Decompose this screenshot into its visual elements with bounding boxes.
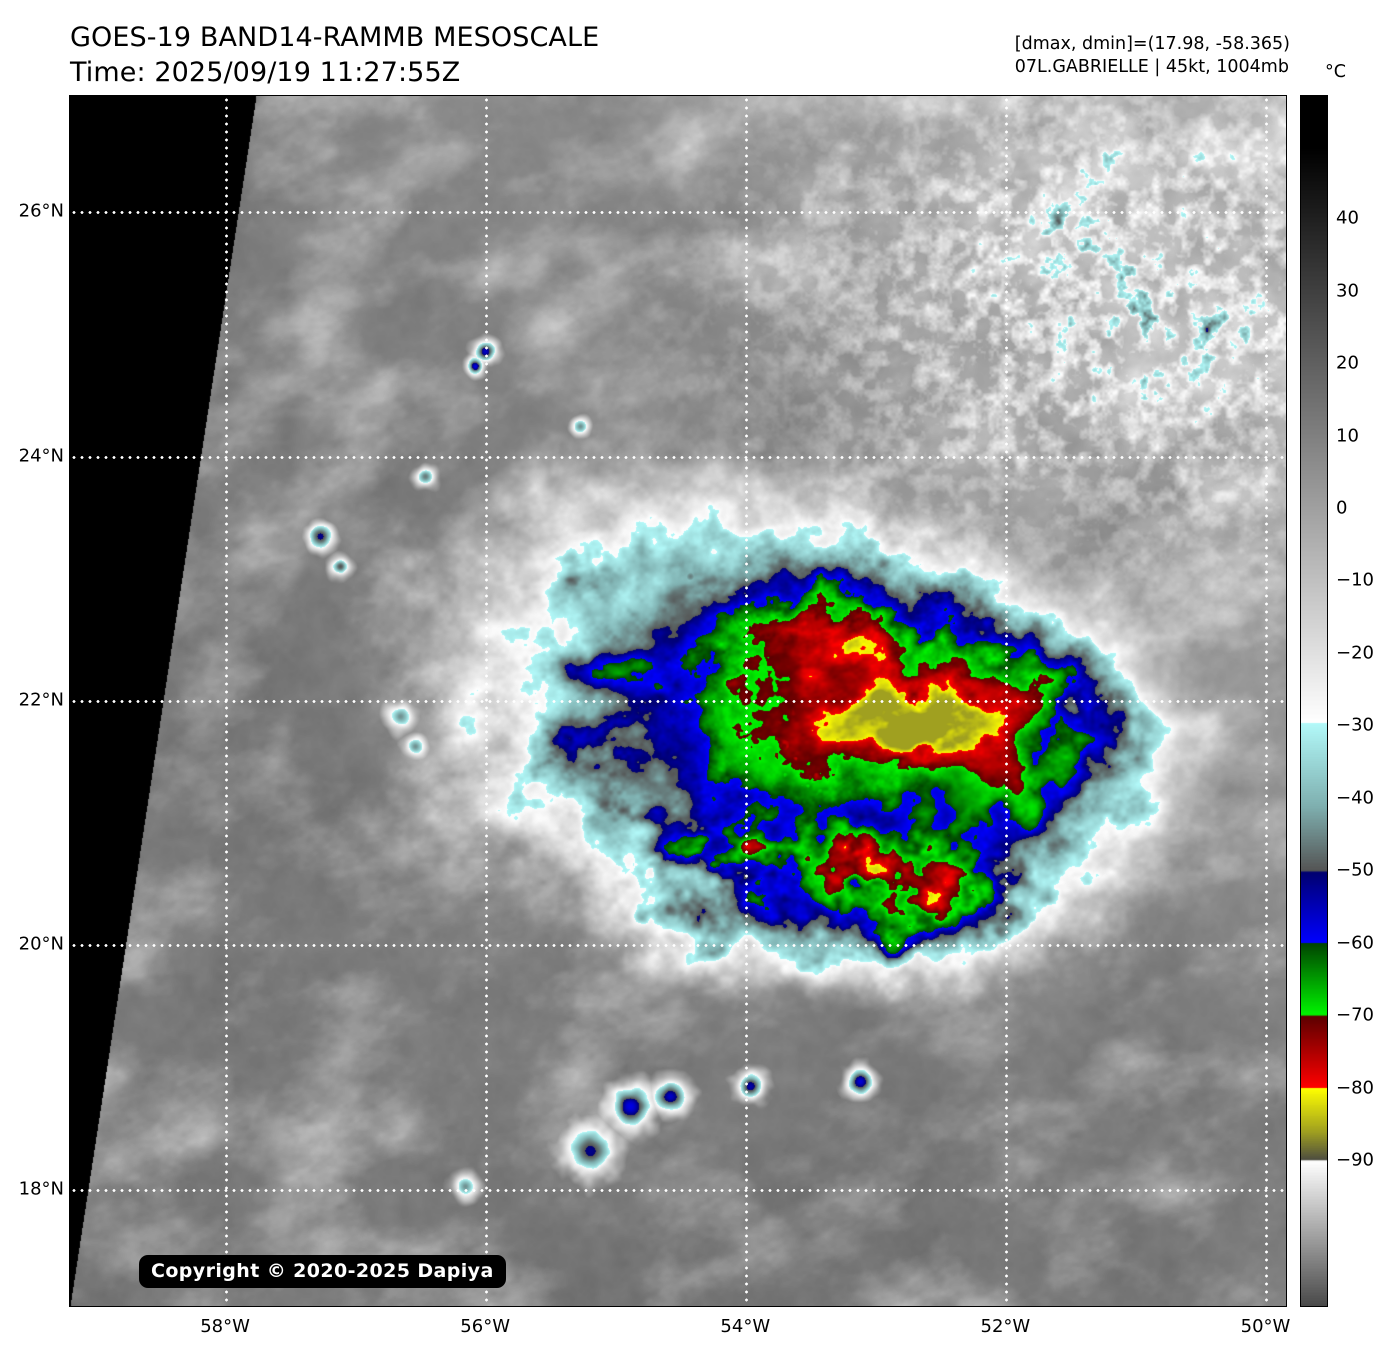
lon-tick-label: 50°W bbox=[1240, 1316, 1291, 1337]
colorbar-tick-label: 30 bbox=[1336, 280, 1359, 302]
colorbar-tick-label: 10 bbox=[1336, 425, 1359, 447]
lat-tick-label: 22°N bbox=[18, 689, 64, 711]
title-block: GOES-19 BAND14-RAMMB MESOSCALE Time: 202… bbox=[70, 20, 599, 90]
lon-tick-label: 58°W bbox=[200, 1316, 250, 1337]
colorbar-tick-label: −50 bbox=[1336, 859, 1374, 881]
colorbar-tick-label: −30 bbox=[1336, 714, 1374, 736]
colorbar-tick-label: −10 bbox=[1336, 569, 1374, 591]
lat-tick-label: 26°N bbox=[18, 200, 64, 222]
colorbar-tick-label: 20 bbox=[1336, 352, 1359, 374]
lat-tick-label: 18°N bbox=[18, 1178, 64, 1200]
lon-tick-label: 54°W bbox=[720, 1316, 771, 1337]
metadata-block: [dmax, dmin]=(17.98, -58.365) 07L.GABRIE… bbox=[1015, 33, 1290, 79]
timestamp-label: Time: 2025/09/19 11:27:55Z bbox=[70, 57, 461, 89]
lon-tick-label: 52°W bbox=[980, 1316, 1031, 1337]
lon-tick-label: 56°W bbox=[460, 1316, 511, 1337]
colorbar-tick-label: 40 bbox=[1336, 207, 1359, 229]
lat-tick-label: 24°N bbox=[18, 445, 64, 467]
colorbar-tick-label: −60 bbox=[1336, 932, 1374, 954]
data-minmax-label: [dmax, dmin]=(17.98, -58.365) bbox=[1014, 34, 1290, 54]
colorbar-tick-label: −40 bbox=[1336, 787, 1374, 809]
storm-info-label: 07L.GABRIELLE | 45kt, 1004mb bbox=[1014, 57, 1289, 78]
colorbar-unit-label: °C bbox=[1325, 62, 1346, 82]
satellite-map[interactable]: Copyright © 2020-2025 Dapiya bbox=[69, 95, 1287, 1307]
copyright-watermark: Copyright © 2020-2025 Dapiya bbox=[139, 1255, 506, 1288]
colorbar-tick-label: −20 bbox=[1336, 642, 1374, 664]
colorbar-tick-label: −70 bbox=[1336, 1004, 1374, 1026]
colorbar-tick-label: −80 bbox=[1336, 1077, 1374, 1099]
colorbar-tick-label: 0 bbox=[1336, 497, 1348, 519]
lat-tick-label: 20°N bbox=[18, 933, 64, 955]
colorbar-gradient bbox=[1301, 96, 1327, 1306]
colorbar[interactable] bbox=[1300, 95, 1328, 1307]
satellite-imagery-canvas bbox=[70, 96, 1286, 1306]
page-title: GOES-19 BAND14-RAMMB MESOSCALE bbox=[70, 22, 600, 53]
colorbar-tick-label: −90 bbox=[1336, 1149, 1374, 1171]
